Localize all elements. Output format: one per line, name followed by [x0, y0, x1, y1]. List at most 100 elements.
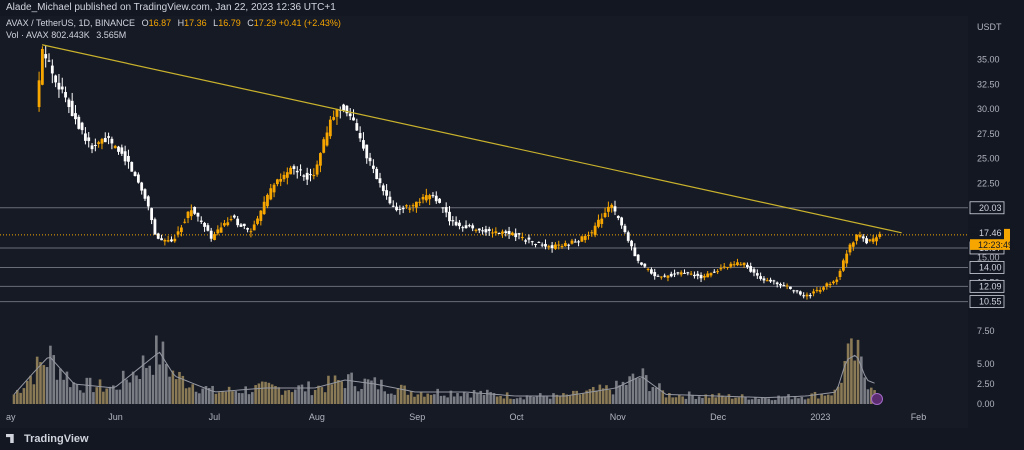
- volume-bar: [654, 387, 658, 404]
- candle-body: [524, 240, 528, 242]
- volume-bar: [522, 399, 526, 404]
- candle-body: [517, 233, 521, 235]
- volume-bar: [651, 387, 655, 404]
- volume-bar: [138, 379, 142, 404]
- time-axis-label: ay: [6, 412, 16, 422]
- volume-bar: [204, 386, 208, 404]
- candle-body: [563, 243, 567, 247]
- candle-body: [606, 206, 610, 212]
- candle-body: [636, 254, 640, 261]
- time-axis-label: Aug: [309, 412, 325, 422]
- volume-bar: [125, 379, 128, 404]
- price-tick-label: 15.00: [977, 253, 1000, 263]
- price-tick-label: 7.50: [977, 326, 995, 336]
- candle-body: [232, 215, 236, 218]
- volume-bar: [413, 396, 416, 404]
- volume-bar: [568, 395, 572, 404]
- candle-body: [242, 223, 246, 226]
- volume-bar: [168, 376, 171, 404]
- trendline-layer: [41, 44, 902, 234]
- candle-body: [474, 229, 478, 231]
- volume-bar: [396, 388, 400, 404]
- price-axis[interactable]: USDT35.0032.5030.0027.5025.0022.5017.501…: [968, 16, 1024, 428]
- candle-body: [775, 282, 779, 285]
- symbol-label[interactable]: AVAX / TetherUS, 1D, BINANCE: [6, 18, 136, 28]
- volume-ma-value: 3.565M: [96, 30, 127, 40]
- candle-body: [762, 278, 766, 281]
- volume-bar: [423, 396, 426, 404]
- candle-body: [438, 198, 441, 203]
- candle-body: [40, 49, 44, 85]
- volume-bar: [317, 385, 320, 404]
- volume-bar: [135, 375, 138, 404]
- ohlc-legend[interactable]: AVAX / TetherUS, 1D, BINANCE O16.87 H17.…: [6, 18, 341, 28]
- volume-bar: [668, 392, 671, 404]
- candle-body: [875, 237, 878, 242]
- candle-body: [153, 219, 157, 235]
- volume-bar: [49, 345, 52, 404]
- candle-body: [424, 195, 428, 201]
- candle-body: [785, 285, 789, 287]
- candle-body: [332, 117, 336, 120]
- candle-body: [216, 229, 220, 234]
- candle-body: [663, 275, 667, 277]
- candle-body: [712, 271, 716, 273]
- candle-body: [130, 162, 134, 172]
- volume-bar: [118, 389, 122, 404]
- candle-body: [855, 234, 859, 241]
- volume-bar: [611, 394, 615, 404]
- candle-body: [246, 228, 249, 230]
- close-value: 17.29: [253, 18, 277, 28]
- price-tick-label: 30.00: [977, 104, 1000, 114]
- candle-body: [421, 196, 425, 200]
- volume-bar: [545, 396, 549, 404]
- candle-body: [381, 185, 385, 192]
- volume-bar: [860, 356, 863, 404]
- candle-body: [686, 272, 690, 274]
- candle-body: [451, 220, 455, 222]
- close-label: C: [247, 18, 254, 28]
- volume-bar: [59, 368, 62, 404]
- volume-bar: [515, 398, 519, 404]
- volume-bar: [707, 397, 711, 404]
- candle-body: [279, 178, 283, 182]
- volume-bar: [535, 395, 539, 404]
- volume-bar: [486, 389, 489, 404]
- candle-body: [573, 241, 577, 243]
- volume-bar: [509, 398, 512, 404]
- volume-bar: [39, 362, 42, 404]
- candle-body: [176, 231, 180, 235]
- volume-bar: [800, 396, 804, 404]
- volume-bar: [476, 393, 479, 404]
- volume-bar: [466, 393, 469, 404]
- candle-body: [828, 284, 832, 286]
- volume-bar: [294, 389, 297, 404]
- volume-bar: [727, 394, 731, 404]
- volume-label[interactable]: Vol · AVAX: [6, 30, 49, 40]
- volume-legend[interactable]: Vol · AVAX 802.443K 3.565M: [6, 30, 126, 40]
- volume-bar: [115, 389, 118, 404]
- volume-bar: [724, 397, 727, 404]
- horizontal-levels: [0, 207, 968, 303]
- tradingview-logo[interactable]: TradingView: [6, 433, 89, 445]
- volume-bar: [436, 388, 439, 404]
- candle-body: [97, 142, 101, 144]
- candle-body: [745, 264, 749, 268]
- candle-body: [199, 220, 203, 222]
- volume-bar: [538, 393, 542, 404]
- candle-body: [848, 244, 852, 253]
- volume-bar: [734, 397, 737, 404]
- candle-body: [77, 116, 81, 129]
- volume-ma-line: [13, 351, 875, 399]
- time-axis[interactable]: ay Jun Jul Aug Sep Oct Nov Dec 2023 Feb: [6, 412, 926, 422]
- volume-bar: [88, 377, 92, 404]
- volume-bars: [12, 335, 883, 405]
- volume-bar: [823, 395, 827, 404]
- change-value: +0.41 (+2.43%): [278, 18, 341, 28]
- candle-body: [385, 190, 389, 196]
- time-axis-label: 2023: [810, 412, 830, 422]
- volume-bar: [519, 397, 522, 404]
- candle-body: [368, 157, 372, 162]
- candle-body: [597, 219, 600, 227]
- volume-bar: [492, 393, 496, 404]
